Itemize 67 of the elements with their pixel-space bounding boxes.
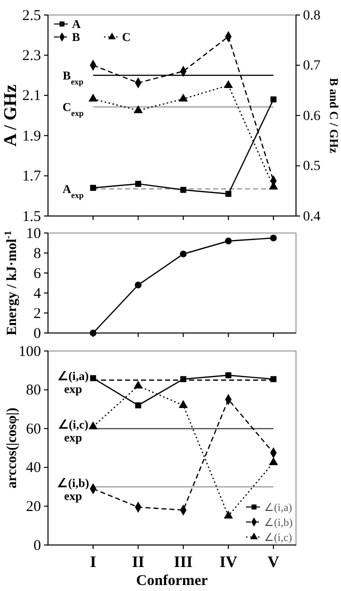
legend-label: A bbox=[72, 17, 81, 31]
point bbox=[88, 421, 98, 430]
point bbox=[224, 238, 232, 244]
point bbox=[180, 376, 186, 382]
legend-label: B bbox=[72, 30, 80, 44]
point bbox=[178, 400, 188, 408]
point bbox=[270, 376, 276, 382]
y-tick-label: 2.3 bbox=[22, 48, 41, 64]
y-tick-label: 80 bbox=[26, 382, 41, 399]
ref-line-label: ∠(i,a) exp bbox=[57, 369, 89, 396]
point bbox=[178, 94, 188, 102]
point bbox=[134, 282, 142, 288]
y-tick-label: 2 bbox=[34, 306, 41, 322]
point bbox=[270, 96, 276, 102]
y2-axis-title: B and C / GHz bbox=[327, 78, 341, 154]
ref-line-label: A$_{exp}$ bbox=[62, 182, 84, 200]
y-tick-label: 8 bbox=[34, 246, 41, 262]
legend-label: C bbox=[122, 30, 131, 44]
point bbox=[135, 402, 142, 408]
y-tick-label: 100 bbox=[18, 344, 41, 360]
x-axis-title: Conformer bbox=[136, 573, 208, 589]
y-tick-label: 40 bbox=[26, 460, 41, 476]
y2-tick-label: 0.7 bbox=[303, 58, 320, 74]
ref-line-label: ∠(i,c) exp bbox=[58, 418, 88, 445]
x-tick-label: IV bbox=[219, 554, 238, 571]
y-tick-label: 10 bbox=[26, 226, 41, 242]
y-tick-label: 1.5 bbox=[22, 208, 41, 225]
y-axis-title: A / GHz bbox=[0, 84, 20, 146]
legend-label: ∠(i,b) bbox=[264, 517, 293, 529]
point bbox=[225, 190, 232, 197]
point bbox=[134, 380, 143, 389]
x-tick-label: II bbox=[132, 554, 144, 571]
y-tick-label: 0 bbox=[34, 538, 41, 554]
legend-label: ∠(i,c) bbox=[264, 532, 292, 544]
y-tick-label: 2.1 bbox=[22, 88, 41, 104]
point bbox=[134, 105, 143, 114]
y-axis-title: arccos(|cosφ|) bbox=[5, 407, 20, 488]
ref-line-label: C$_{exp}$ bbox=[62, 100, 84, 118]
y-tick-label: 1.9 bbox=[22, 128, 41, 144]
y-tick-label: 2.5 bbox=[22, 8, 41, 24]
point bbox=[180, 186, 186, 193]
point bbox=[270, 234, 277, 242]
y-tick-label: 1.7 bbox=[22, 168, 42, 185]
y-tick-label: 20 bbox=[26, 499, 41, 515]
point bbox=[225, 372, 232, 378]
x-tick-label: III bbox=[174, 554, 193, 571]
ref-line-label: ∠(i,b) exp bbox=[57, 476, 90, 503]
point bbox=[88, 94, 98, 102]
ref-line-label: B$_{exp}$ bbox=[62, 68, 84, 86]
legend-label: ∠(i,a) bbox=[264, 502, 292, 514]
x-tick-label: V bbox=[268, 554, 280, 571]
y-tick-label: 4 bbox=[34, 286, 42, 302]
point bbox=[90, 184, 96, 191]
point bbox=[224, 510, 233, 519]
y2-tick-label: 0.6 bbox=[303, 108, 320, 124]
y-tick-label: 60 bbox=[26, 421, 41, 438]
point bbox=[90, 375, 96, 382]
y2-tick-label: 0.4 bbox=[303, 209, 320, 224]
y2-tick-label: 0.5 bbox=[303, 159, 320, 174]
point bbox=[180, 250, 187, 258]
y-tick-label: 0 bbox=[34, 326, 41, 342]
point bbox=[135, 180, 142, 187]
x-tick-label: I bbox=[90, 554, 96, 571]
y2-tick-label: 0.8 bbox=[303, 8, 320, 24]
point bbox=[224, 80, 233, 88]
y-tick-label: 6 bbox=[34, 266, 42, 282]
point bbox=[268, 457, 278, 466]
